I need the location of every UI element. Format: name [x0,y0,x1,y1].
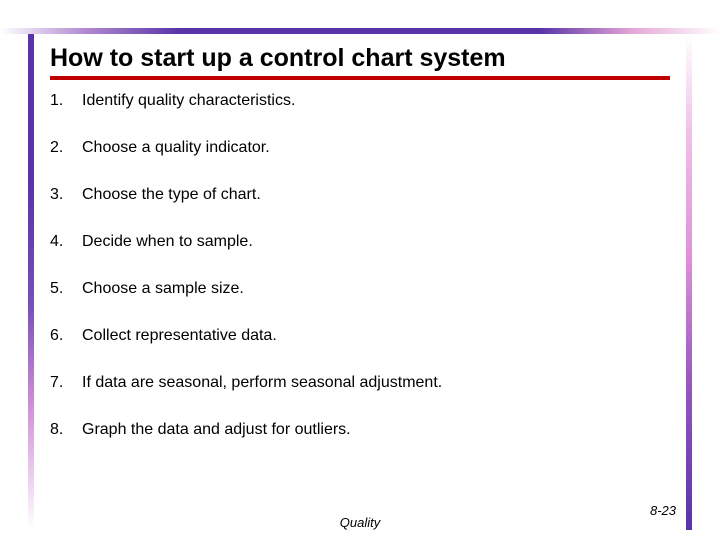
step-item: 8. Graph the data and adjust for outlier… [50,421,670,439]
step-number: 4. [50,233,82,251]
left-gradient-bar [28,34,34,530]
step-text: If data are seasonal, perform seasonal a… [82,374,670,392]
step-number: 7. [50,374,82,392]
step-text: Collect representative data. [82,327,670,345]
step-number: 2. [50,139,82,157]
step-text: Decide when to sample. [82,233,670,251]
steps-list: 1. Identify quality characteristics. 2. … [50,92,670,439]
step-item: 4. Decide when to sample. [50,233,670,251]
title-underline [50,76,670,80]
step-number: 6. [50,327,82,345]
step-item: 7. If data are seasonal, perform seasona… [50,374,670,392]
step-text: Graph the data and adjust for outliers. [82,421,670,439]
step-number: 1. [50,92,82,110]
step-text: Identify quality characteristics. [82,92,670,110]
step-text: Choose a sample size. [82,280,670,298]
step-item: 5. Choose a sample size. [50,280,670,298]
footer-center-label: Quality [0,515,720,530]
step-number: 5. [50,280,82,298]
step-text: Choose a quality indicator. [82,139,670,157]
step-item: 3. Choose the type of chart. [50,186,670,204]
step-item: 1. Identify quality characteristics. [50,92,670,110]
step-text: Choose the type of chart. [82,186,670,204]
step-number: 3. [50,186,82,204]
slide-content: How to start up a control chart system 1… [50,44,670,516]
footer-page-number: 8-23 [650,503,676,518]
step-item: 6. Collect representative data. [50,327,670,345]
top-gradient-bar [0,28,720,34]
slide-title: How to start up a control chart system [50,44,670,73]
step-item: 2. Choose a quality indicator. [50,139,670,157]
step-number: 8. [50,421,82,439]
right-gradient-bar [686,34,692,530]
